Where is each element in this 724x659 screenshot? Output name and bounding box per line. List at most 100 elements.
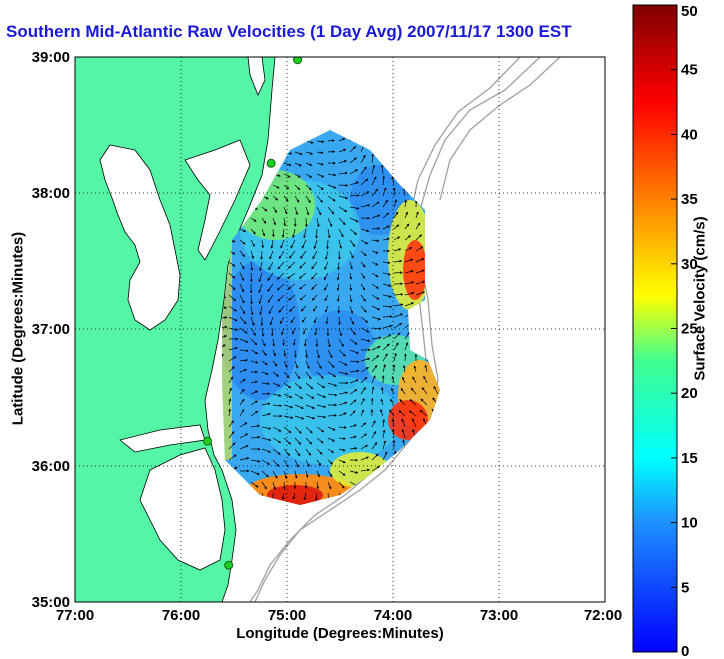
velocity-arrow — [313, 316, 318, 324]
velocity-arrow — [294, 448, 301, 457]
velocity-arrow — [360, 178, 369, 186]
velocity-arrow — [338, 206, 348, 213]
velocity-arrow — [404, 302, 415, 307]
velocity-arrow — [228, 431, 235, 439]
velocity-arrow — [272, 360, 278, 367]
velocity-arrow — [283, 481, 286, 490]
velocity-arrow — [325, 316, 329, 325]
velocity-arrow — [420, 398, 428, 406]
velocity-arrow — [360, 422, 367, 428]
colorbar-tick: 5 — [681, 579, 689, 596]
velocity-arrow — [382, 353, 388, 362]
velocity-arrow — [327, 481, 332, 490]
velocity-arrow — [316, 360, 322, 370]
velocity-arrow — [398, 410, 406, 417]
velocity-arrow — [371, 201, 380, 208]
velocity-arrow — [349, 294, 353, 303]
velocity-arrow — [250, 400, 258, 406]
velocity-arrow — [272, 184, 280, 189]
velocity-arrow — [338, 228, 344, 238]
grid-lines — [75, 57, 605, 602]
radar-stations — [203, 57, 303, 570]
velocity-arrow — [250, 459, 261, 463]
velocity-arrow — [338, 360, 348, 366]
velocity-arrow — [393, 332, 401, 340]
velocity-arrow — [261, 459, 271, 465]
velocity-arrow — [294, 459, 299, 468]
velocity-arrow — [267, 283, 274, 292]
velocity-arrow — [371, 430, 377, 439]
velocity-arrow — [300, 250, 307, 259]
delaware-bay — [247, 57, 266, 97]
velocity-arrow — [292, 492, 296, 500]
velocity-arrow — [312, 250, 318, 260]
velocity-arrow — [349, 193, 360, 197]
velocity-arrow — [371, 420, 376, 428]
velocity-arrow — [283, 162, 292, 167]
velocity-arrow — [390, 398, 395, 406]
velocity-arrow — [316, 426, 325, 433]
velocity-arrow — [250, 380, 258, 384]
velocity-arrow — [349, 217, 359, 223]
velocity-arrow — [327, 393, 338, 397]
velocity-arrow — [382, 294, 392, 298]
velocity-arrow — [287, 261, 296, 269]
velocity-arrow — [400, 387, 406, 395]
velocity-arrow — [261, 360, 268, 366]
velocity-arrow — [261, 228, 266, 237]
x-axis-label: Longitude (Degrees:Minutes) — [236, 625, 444, 642]
velocity-arrow — [278, 305, 285, 313]
velocity-arrow — [305, 371, 312, 380]
velocity-arrow — [393, 271, 403, 275]
velocity-arrow — [402, 376, 406, 384]
velocity-arrow — [412, 376, 417, 384]
velocity-arrow — [380, 164, 384, 175]
velocity-arrow — [371, 272, 379, 278]
velocity-arrow — [281, 492, 285, 501]
velocity-arrow — [360, 316, 369, 323]
velocity-arrow — [261, 402, 271, 406]
velocity-arrow — [239, 398, 245, 406]
velocity-arrow — [349, 389, 358, 395]
velocity-arrow — [338, 159, 348, 164]
velocity-arrow — [393, 323, 403, 329]
velocity-arrow — [349, 369, 360, 373]
velocity-arrow — [338, 401, 348, 406]
velocity-arrow — [239, 316, 247, 325]
velocity-arrow — [294, 437, 302, 445]
velocity-arrow — [371, 176, 377, 186]
velocity-arrow — [261, 382, 270, 386]
velocity-arrow — [316, 217, 320, 228]
velocity-arrow — [283, 415, 294, 419]
lon-tick: 76:00 — [162, 607, 200, 624]
velocity-arrow — [380, 398, 384, 406]
velocity-arrow — [336, 294, 340, 302]
velocity-arrow — [305, 426, 313, 434]
velocity-arrow — [382, 199, 388, 208]
velocity-arrow — [316, 470, 320, 478]
velocity-arrow — [404, 235, 411, 241]
velocity-arrow — [371, 375, 376, 384]
velocity-arrow — [294, 371, 301, 380]
velocity-arrow — [371, 261, 379, 266]
velocity-arrow — [270, 327, 274, 337]
velocity-arrow — [290, 239, 296, 249]
velocity-arrow — [371, 386, 375, 395]
velocity-arrow — [272, 481, 276, 491]
velocity-arrow — [360, 338, 371, 342]
velocity-arrow — [311, 261, 318, 270]
velocity-arrow — [272, 459, 280, 467]
velocity-arrow — [301, 239, 307, 249]
velocity-arrow — [349, 305, 354, 314]
velocity-arrow — [294, 415, 305, 420]
velocity-arrow — [349, 181, 360, 186]
velocity-arrow — [371, 227, 381, 230]
velocity-arrow — [349, 316, 355, 325]
velocity-arrow — [360, 239, 369, 245]
velocity-arrow — [289, 250, 296, 259]
velocity-arrow — [294, 470, 298, 479]
velocity-arrow — [303, 338, 307, 347]
velocity-arrow — [290, 316, 296, 324]
velocity-arrow — [288, 294, 296, 301]
velocity-arrow — [371, 214, 381, 219]
